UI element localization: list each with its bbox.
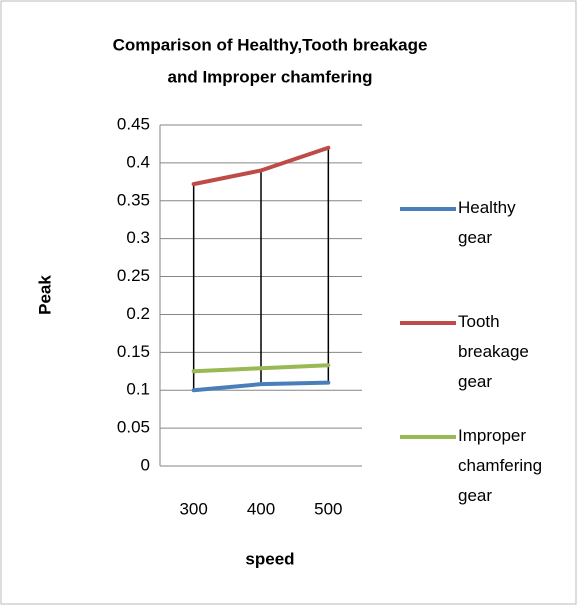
legend-label: Tooth breakage gear xyxy=(458,312,534,391)
series-line xyxy=(191,380,331,393)
x-tick-label: 300 xyxy=(179,499,207,518)
x-tick-label: 500 xyxy=(314,499,342,518)
chart-title: and Improper chamfering xyxy=(168,67,373,86)
y-tick-label: 0.1 xyxy=(126,380,150,399)
chart-title: Comparison of Healthy,Tooth breakage xyxy=(113,35,428,54)
series-line xyxy=(191,363,331,374)
series-line xyxy=(191,145,331,187)
chart-border xyxy=(0,0,577,605)
y-tick-label: 0.15 xyxy=(117,342,150,361)
y-tick-label: 0.35 xyxy=(117,190,150,209)
legend-label: Healthy gear xyxy=(458,198,520,247)
y-axis-label: Peak xyxy=(35,275,54,315)
y-tick-label: 0 xyxy=(141,455,150,474)
legend-label: Improper chamfering gear xyxy=(458,426,547,505)
y-tick-label: 0.4 xyxy=(126,152,150,171)
y-tick-label: 0.45 xyxy=(117,114,150,133)
x-tick-label: 400 xyxy=(247,499,275,518)
x-axis-label: speed xyxy=(245,549,294,568)
y-tick-label: 0.25 xyxy=(117,266,150,285)
y-tick-label: 0.2 xyxy=(126,304,150,323)
y-tick-label: 0.05 xyxy=(117,418,150,437)
y-tick-label: 0.3 xyxy=(126,228,150,247)
